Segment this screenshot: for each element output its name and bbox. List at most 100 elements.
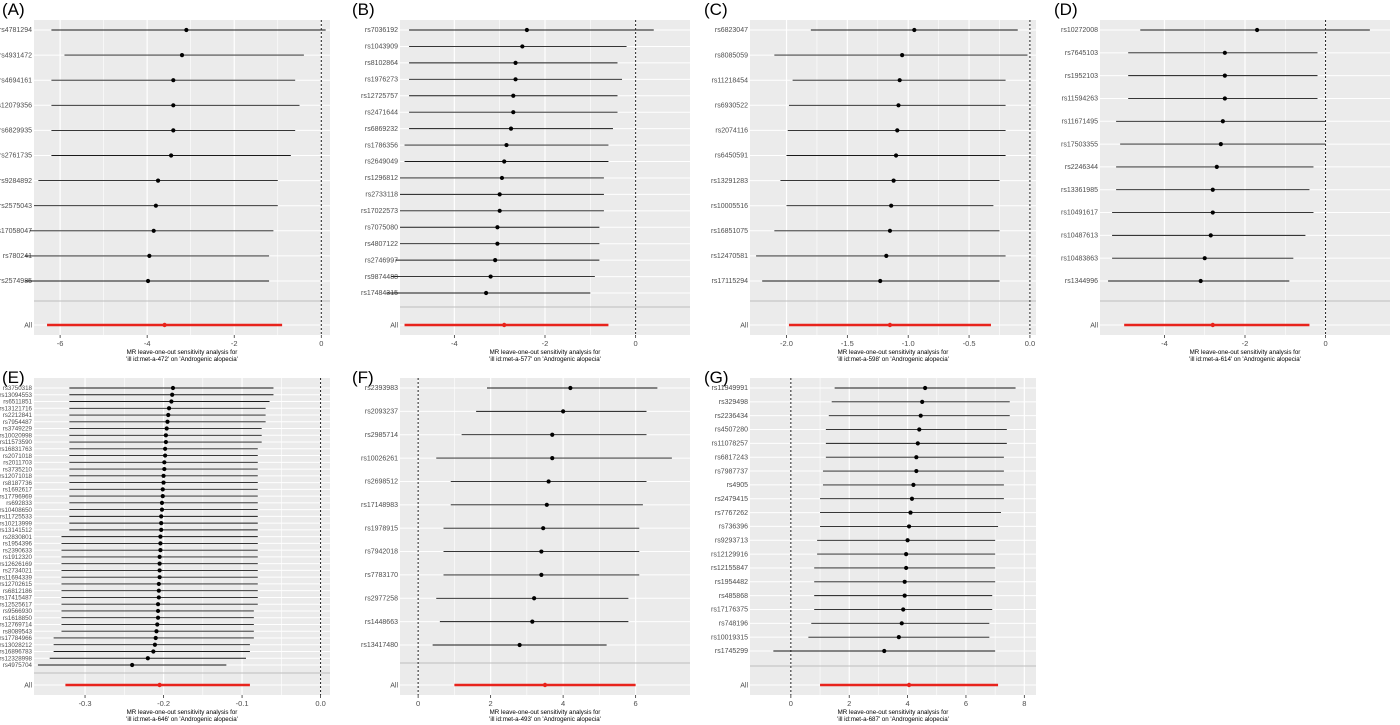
all-label: All xyxy=(390,323,398,330)
point-estimate xyxy=(169,399,174,404)
snp-label: rs2071018 xyxy=(3,453,33,460)
point-estimate xyxy=(906,524,912,529)
x-axis: -0.3 -0.2 -0.1 0.0 xyxy=(79,695,326,708)
x-tick-label: 6 xyxy=(964,699,968,708)
snp-row-rs1954482: rs1954482 xyxy=(715,579,996,586)
snp-row-rs7645103: rs7645103 xyxy=(1065,50,1318,57)
snp-row-rs2733118: rs2733118 xyxy=(365,192,604,199)
snp-label: rs10272008 xyxy=(1061,27,1098,34)
snp-row-rs2236434: rs2236434 xyxy=(715,413,1010,420)
point-estimate xyxy=(541,526,546,531)
snp-row-rs12769714: rs12769714 xyxy=(0,622,254,629)
point-estimate xyxy=(513,60,518,65)
x-axis: 0 2 4 6 8 xyxy=(789,695,1026,708)
snp-label: rs12328998 xyxy=(0,655,33,662)
x-axis-title: MR leave-one-out sensitivity analysis fo… xyxy=(837,349,949,363)
snp-label: rs7942018 xyxy=(365,549,398,556)
point-estimate xyxy=(130,662,135,668)
snp-label: rs6869232 xyxy=(365,126,398,133)
point-estimate xyxy=(170,385,176,391)
point-estimate xyxy=(145,656,150,661)
point-estimate xyxy=(159,500,165,505)
all-row: All xyxy=(390,683,636,690)
point-estimate xyxy=(904,552,909,557)
panel-label: (E) xyxy=(2,368,25,387)
snp-row-rs2830801: rs2830801 xyxy=(3,534,258,541)
snp-label: rs11218454 xyxy=(712,77,749,84)
x-tick-label: -0.3 xyxy=(79,699,92,708)
snp-row-rs6450591: rs6450591 xyxy=(715,153,1006,160)
snp-label: rs2698512 xyxy=(365,479,398,486)
snp-label: rs2236434 xyxy=(715,413,748,420)
snp-row-rs4975704: rs4975704 xyxy=(3,662,227,669)
snp-row-rs9284892: rs9284892 xyxy=(0,178,278,185)
snp-label: rs8085059 xyxy=(715,52,748,59)
snp-label: rs7954487 xyxy=(3,419,33,426)
snp-row-rs2071018: rs2071018 xyxy=(3,453,258,460)
snp-label: rs13417480 xyxy=(361,642,398,649)
snp-label: rs10483863 xyxy=(1061,255,1098,262)
point-estimate xyxy=(164,426,169,431)
snp-row-rs1344996: rs1344996 xyxy=(1065,278,1290,285)
snp-row-rs9566930: rs9566930 xyxy=(3,608,254,615)
x-tick-label: -0.1 xyxy=(236,699,249,708)
snp-row-rs10005516: rs10005516 xyxy=(711,203,994,210)
point-estimate xyxy=(918,413,923,418)
point-estimate xyxy=(151,649,156,654)
snp-row-rs6869232: rs6869232 xyxy=(365,126,613,133)
snp-label: rs17115294 xyxy=(712,278,749,285)
forest-plot-c: rs6823047 rs8085059 rs11218454 rs6930522 rs2… xyxy=(711,20,1036,363)
point-estimate xyxy=(1218,141,1223,147)
all-row: All xyxy=(740,323,991,330)
point-estimate xyxy=(166,412,171,418)
x-axis-title: MR leave-one-out sensitivity analysis fo… xyxy=(126,709,238,723)
x-tick-label: -0.2 xyxy=(157,699,170,708)
snp-row-rs8102864: rs8102864 xyxy=(365,60,618,67)
point-estimate xyxy=(896,103,901,108)
point-estimate xyxy=(1222,73,1227,78)
point-estimate xyxy=(884,253,889,258)
x-tick-label: 0.0 xyxy=(315,699,325,708)
all-label: All xyxy=(740,683,748,690)
snp-row-rs2479415: rs2479415 xyxy=(715,496,1004,503)
snp-row-rs10026261: rs10026261 xyxy=(361,455,672,462)
snp-row-rs4781294: rs4781294 xyxy=(0,27,326,34)
snp-row-rs13291283: rs13291283 xyxy=(711,178,1000,185)
all-point-estimate xyxy=(887,322,893,328)
snp-label: rs12470581 xyxy=(711,253,748,260)
point-estimate xyxy=(163,433,169,438)
snp-label: rs6829935 xyxy=(0,128,32,135)
snp-label: rs2985714 xyxy=(365,432,398,439)
snp-row-rs1692617: rs1692617 xyxy=(3,487,258,494)
snp-label: rs13121716 xyxy=(0,405,33,412)
snp-row-rs748196: rs748196 xyxy=(719,621,990,628)
snp-row-rs12079356: rs12079356 xyxy=(0,103,300,110)
point-estimate xyxy=(497,192,502,197)
point-estimate xyxy=(513,77,518,82)
snp-row-rs8085059: rs8085059 xyxy=(715,52,1028,59)
snp-row-rs8187736: rs8187736 xyxy=(3,480,258,487)
snp-label: rs1692617 xyxy=(3,487,33,494)
snp-label: rs2246344 xyxy=(1065,164,1098,171)
point-estimate xyxy=(159,514,164,519)
snp-label: rs4694161 xyxy=(0,77,32,84)
x-tick-label: -4 xyxy=(451,339,458,348)
point-estimate xyxy=(156,588,161,593)
snp-label: rs11725533 xyxy=(0,514,33,521)
point-estimate xyxy=(155,602,161,607)
point-estimate xyxy=(1214,164,1219,170)
snp-row-rs17484315: rs17484315 xyxy=(361,290,591,297)
point-estimate xyxy=(483,290,489,296)
snp-label: rs1952103 xyxy=(1065,73,1098,80)
panel-label: (A) xyxy=(2,0,25,19)
snp-label: rs7767262 xyxy=(715,510,748,517)
point-estimate xyxy=(161,473,166,478)
snp-row-rs2212841: rs2212841 xyxy=(3,412,266,419)
panel-d: (D) rs10272008 rs7645103 rs1952103 rs1159426… xyxy=(1052,0,1398,365)
snp-row-rs12702615: rs12702615 xyxy=(0,581,258,588)
snp-row-rs11949991: rs11949991 xyxy=(712,385,1016,392)
x-axis-title: MR leave-one-out sensitivity analysis fo… xyxy=(489,349,601,363)
point-estimate xyxy=(151,228,156,233)
snp-label: rs2734021 xyxy=(3,568,33,575)
snp-label: rs6930522 xyxy=(715,103,748,110)
